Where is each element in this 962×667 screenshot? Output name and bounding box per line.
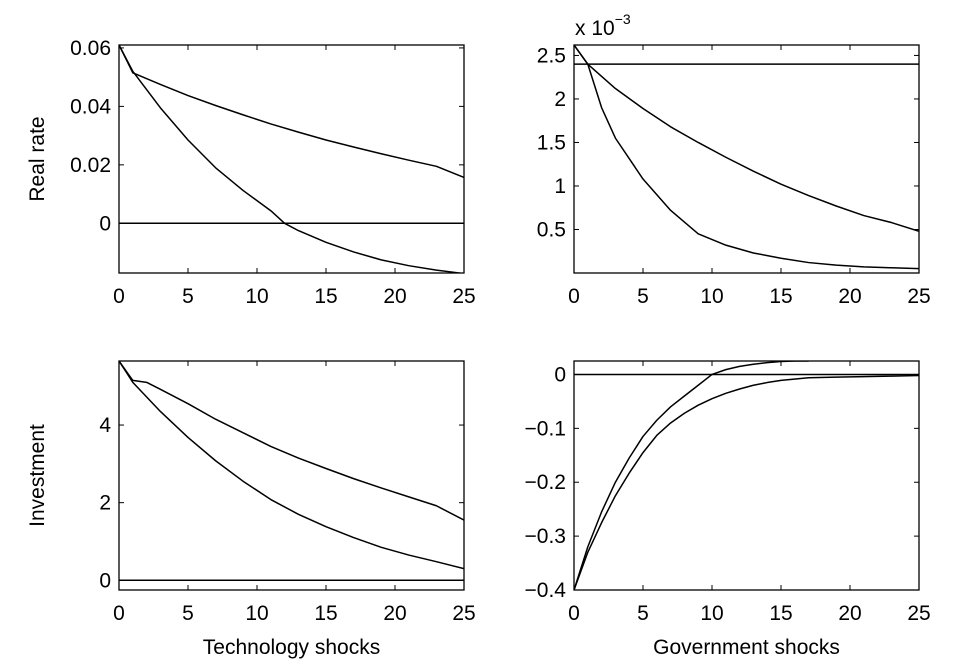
x-axis-title: Government shocks xyxy=(653,636,840,659)
x-tick-label: 10 xyxy=(245,602,268,625)
x-tick-label: 20 xyxy=(383,602,406,625)
y-tick-label: 0.02 xyxy=(70,154,111,177)
y-tick-label: 0 xyxy=(99,569,111,592)
axes-frame xyxy=(118,44,465,274)
series-line-1 xyxy=(574,361,809,590)
series-line-1 xyxy=(119,45,464,179)
y-tick-label: 0.5 xyxy=(537,218,566,241)
y-tick-label: 0.06 xyxy=(70,37,111,60)
exponent-label: x 10−3 xyxy=(575,11,631,40)
y-tick-label: 2.5 xyxy=(537,44,566,67)
series-line-2 xyxy=(119,361,464,570)
y-tick-label: −0.2 xyxy=(525,471,566,494)
x-tick-label: 5 xyxy=(182,285,194,308)
x-tick-label: 5 xyxy=(182,602,194,625)
y-tick-label: −0.1 xyxy=(525,417,566,440)
y-tick-label: 0 xyxy=(99,212,111,235)
x-tick-label: 25 xyxy=(907,285,930,308)
panel-investment-government: 0 5 10 15 20 25 −0.4 −0.3 −0.2 −0.1 0 Government sh… xyxy=(525,360,931,659)
x-axis-title: Technology shocks xyxy=(203,636,380,659)
series-line-1 xyxy=(574,45,919,232)
x-tick-label: 15 xyxy=(314,285,337,308)
y-tick-label: 2 xyxy=(99,492,111,515)
axes-frame xyxy=(573,360,920,591)
y-tick-label: 0.04 xyxy=(70,95,111,118)
x-tick-label: 0 xyxy=(113,285,125,308)
exponent-power: −3 xyxy=(615,11,631,27)
y-tick-label: −0.4 xyxy=(525,579,567,602)
panel-real-rate-government: 0 5 10 15 20 25 0.5 1 1.5 2 2.5 x 10−3 xyxy=(537,11,931,308)
x-tick-label: 10 xyxy=(700,285,723,308)
x-tick-label: 25 xyxy=(452,602,475,625)
y-tick-label: 4 xyxy=(99,414,111,437)
x-tick-label: 10 xyxy=(700,602,723,625)
x-tick-label: 15 xyxy=(769,602,792,625)
y-axis-title: Investment xyxy=(26,424,49,527)
x-tick-label: 25 xyxy=(907,602,930,625)
y-tick-label: 0 xyxy=(554,363,566,386)
exponent-base: x 10 xyxy=(575,17,615,40)
x-tick-label: 0 xyxy=(568,285,580,308)
axes-frame xyxy=(118,360,465,591)
x-tick-label: 0 xyxy=(568,602,580,625)
panel-real-rate-technology: 0 5 10 15 20 25 0 0.02 0.04 0.06 Real rate xyxy=(26,37,476,308)
axes-frame xyxy=(573,44,920,274)
x-tick-label: 20 xyxy=(838,285,861,308)
y-tick-label: 1 xyxy=(554,175,566,198)
series-line-2 xyxy=(574,374,919,590)
x-tick-label: 15 xyxy=(314,602,337,625)
x-tick-label: 25 xyxy=(452,285,475,308)
panel-investment-technology: 0 5 10 15 20 25 0 2 4 Investment Technology shocks xyxy=(26,360,476,659)
x-tick-label: 20 xyxy=(383,285,406,308)
x-tick-label: 5 xyxy=(637,602,649,625)
series-line-2 xyxy=(574,45,919,270)
series-line-1 xyxy=(119,361,464,521)
x-tick-label: 0 xyxy=(113,602,125,625)
y-tick-label: 1.5 xyxy=(537,131,566,154)
y-axis-title: Real rate xyxy=(26,116,49,201)
y-tick-label: −0.3 xyxy=(525,525,566,548)
x-tick-label: 5 xyxy=(637,285,649,308)
x-tick-label: 20 xyxy=(838,602,861,625)
x-tick-label: 10 xyxy=(245,285,268,308)
y-tick-label: 2 xyxy=(554,88,566,111)
x-tick-label: 15 xyxy=(769,285,792,308)
